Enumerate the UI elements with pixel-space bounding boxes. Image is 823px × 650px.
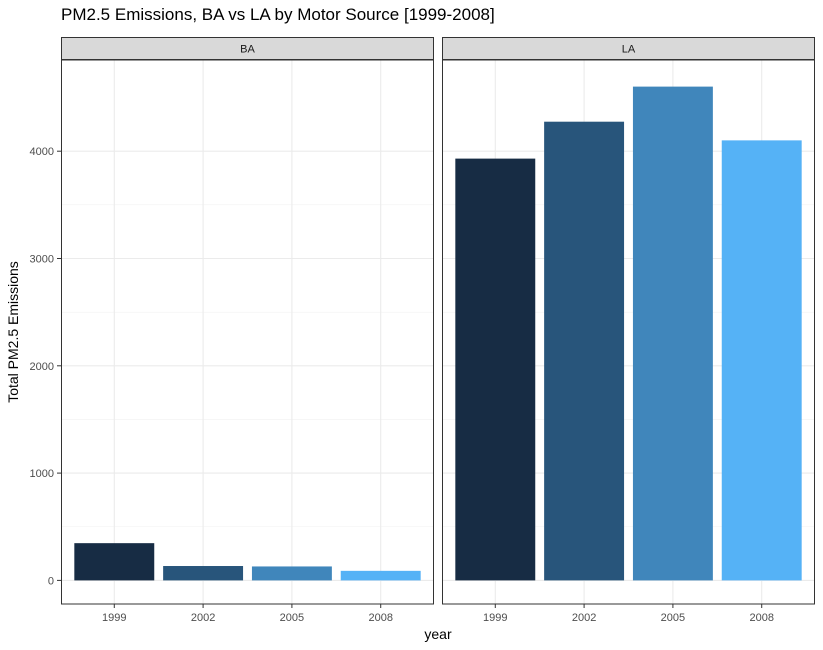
strip-ba — [61, 37, 434, 60]
y-axis-title: Total PM2.5 Emissions — [5, 261, 21, 403]
panel-ba: BA 1999 2002 2005 2008 — [61, 37, 434, 624]
x-tick-label: 1999 — [102, 612, 126, 624]
strip-la — [442, 37, 815, 60]
bar-la-1999 — [455, 158, 536, 581]
y-axis: 0 1000 2000 3000 4000 — [30, 146, 61, 587]
y-tick-label: 1000 — [30, 468, 54, 480]
panel-la: LA 1999 2002 2005 2008 — [442, 37, 815, 624]
x-tick-label: 2008 — [749, 612, 773, 624]
bar-ba-1999 — [74, 543, 155, 581]
panel-background — [61, 60, 434, 604]
bar-ba-2008 — [340, 570, 421, 581]
bar-la-2002 — [544, 121, 625, 581]
strip-label-ba: BA — [240, 44, 255, 56]
y-tick-label: 4000 — [30, 146, 54, 158]
y-tick-label: 3000 — [30, 254, 54, 266]
strip-label-la: LA — [622, 44, 636, 56]
x-tick-label: 2008 — [368, 612, 392, 624]
bar-la-2005 — [632, 86, 713, 581]
bar-ba-2005 — [251, 566, 332, 581]
x-axis-title: year — [424, 626, 452, 642]
y-tick-label: 0 — [48, 575, 54, 587]
x-tick-label: 2005 — [280, 612, 304, 624]
bar-ba-2002 — [163, 566, 244, 581]
x-tick-label: 2005 — [661, 612, 685, 624]
x-tick-label: 2002 — [572, 612, 596, 624]
panels: BA 1999 2002 2005 2008 LA 1999 2002 2005 2008 — [61, 37, 815, 624]
chart-title: PM2.5 Emissions, BA vs LA by Motor Sourc… — [61, 5, 495, 24]
x-tick-label: 1999 — [483, 612, 507, 624]
x-tick-label: 2002 — [191, 612, 215, 624]
y-tick-label: 2000 — [30, 361, 54, 373]
bar-la-2008 — [721, 140, 802, 581]
